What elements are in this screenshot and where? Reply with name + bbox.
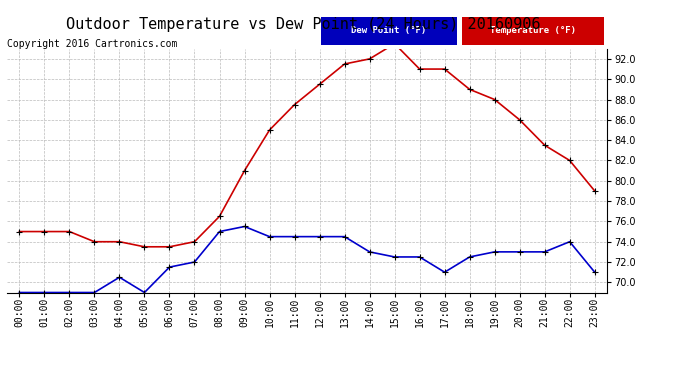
- Text: Copyright 2016 Cartronics.com: Copyright 2016 Cartronics.com: [7, 39, 177, 50]
- Text: Outdoor Temperature vs Dew Point (24 Hours) 20160906: Outdoor Temperature vs Dew Point (24 Hou…: [66, 17, 541, 32]
- Text: Temperature (°F): Temperature (°F): [490, 26, 576, 36]
- FancyBboxPatch shape: [462, 17, 604, 45]
- FancyBboxPatch shape: [321, 17, 457, 45]
- Text: Dew Point (°F): Dew Point (°F): [351, 26, 426, 36]
